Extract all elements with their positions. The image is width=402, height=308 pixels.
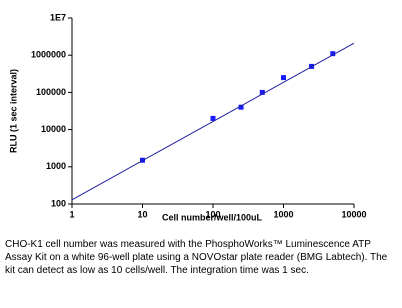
y-axis-label: RLU (1 sec interval) [8, 69, 18, 153]
x-tick-label: 10000 [341, 209, 366, 219]
x-tick-label: 100 [205, 209, 220, 219]
y-tick-label: 10000 [41, 124, 66, 134]
x-axis-label: Cell number/well/100uL [162, 212, 263, 222]
data-point [330, 51, 336, 57]
y-tick-label: 100000 [36, 87, 66, 97]
y-tick-label: 1000 [46, 161, 66, 171]
data-point [238, 104, 244, 110]
data-point [281, 75, 286, 81]
data-point [259, 89, 265, 95]
caption: CHO-K1 cell number was measured with the… [5, 239, 388, 276]
x-tick-label: 1 [69, 209, 74, 219]
chart: Cell number/well/100uL RLU (1 sec interv… [8, 12, 366, 222]
x-tick-label: 1000 [273, 209, 293, 219]
y-tick-label: 1E7 [50, 12, 66, 22]
y-tick-label: 1000000 [31, 50, 66, 60]
fit-line [71, 42, 355, 201]
x-tick-label: 10 [137, 209, 147, 219]
y-tick-label: 100 [51, 198, 66, 208]
data-point [210, 115, 216, 121]
